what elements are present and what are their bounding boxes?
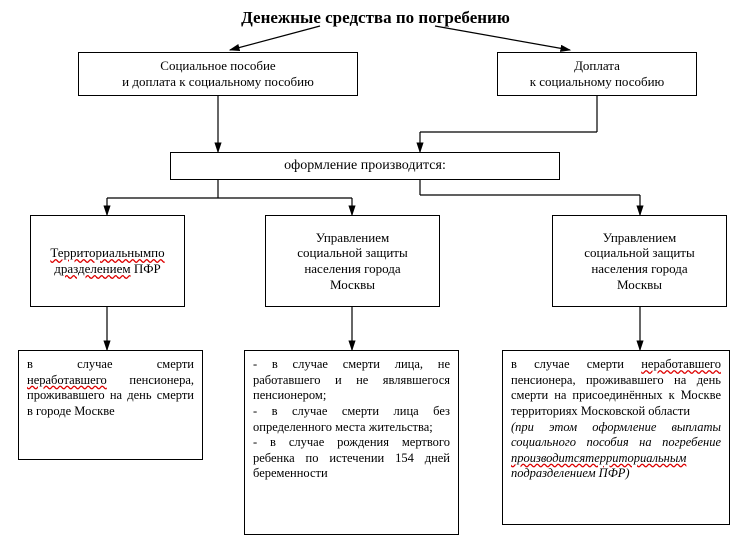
- node-text: и доплата к социальному пособию: [122, 74, 314, 89]
- details-case-2: - в случае смерти лица, не работавшего и…: [244, 350, 459, 535]
- details-text: пенсионера, проживавшего на день смерти …: [511, 373, 721, 418]
- node-text: социальной защиты: [297, 245, 407, 260]
- node-text: Доплата: [574, 58, 620, 73]
- node-organization-uszn-2: Управлением социальной защиты населения …: [552, 215, 727, 307]
- node-text: Социальное пособие: [160, 58, 275, 73]
- details-text: - в случае рождения мертвого ребенка по …: [253, 435, 450, 482]
- details-text: в случае смерти: [511, 357, 641, 371]
- node-organization-pfr: Территориальнымпо дразделением ПФР: [30, 215, 185, 307]
- node-text: оформление производится:: [284, 158, 446, 175]
- node-organization-uszn-1: Управлением социальной защиты населения …: [265, 215, 440, 307]
- node-text: населения города: [304, 261, 400, 276]
- details-case-3: в случае смерти неработавшего пенсионера…: [502, 350, 730, 525]
- node-text: к социальному пособию: [530, 74, 665, 89]
- details-text: неработавшего: [641, 357, 721, 371]
- details-text: неработавшего: [27, 373, 107, 387]
- node-processing: оформление производится:: [170, 152, 560, 180]
- details-text: в случае смерти: [27, 357, 194, 371]
- details-text: - в случае смерти лица, не работавшего и…: [253, 357, 450, 404]
- node-text: Территориальнымпо дразделением ПФР: [37, 245, 178, 276]
- node-text: социальной защиты: [584, 245, 694, 260]
- node-text: Управлением: [603, 230, 676, 245]
- details-case-1: в случае смерти неработавшего пенсионера…: [18, 350, 203, 460]
- diagram-title: Денежные средства по погребению: [0, 8, 751, 28]
- node-text: Москвы: [330, 277, 375, 292]
- node-supplement: Доплата к социальному пособию: [497, 52, 697, 96]
- details-text: - в случае смерти лица без определенного…: [253, 404, 450, 435]
- details-note: (при этом оформление выплаты социального…: [511, 420, 721, 481]
- node-text: Управлением: [316, 230, 389, 245]
- node-text: Москвы: [617, 277, 662, 292]
- node-social-benefit: Социальное пособие и доплата к социально…: [78, 52, 358, 96]
- node-text: населения города: [591, 261, 687, 276]
